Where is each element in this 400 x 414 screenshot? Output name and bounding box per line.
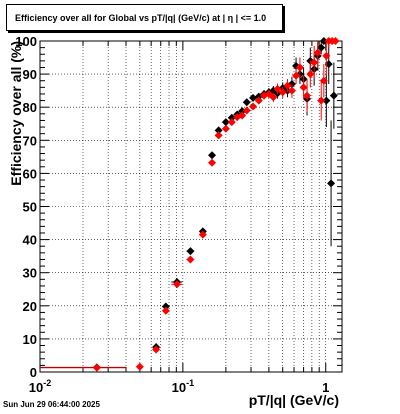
- data-point: [319, 76, 328, 85]
- data-point: [269, 93, 278, 102]
- data-point: [221, 124, 230, 133]
- data-series: [40, 37, 340, 372]
- series-red: [40, 37, 340, 372]
- y-tick-label: 20: [23, 299, 37, 314]
- data-point: [287, 86, 296, 95]
- series-black: [40, 37, 338, 372]
- chart-title-box: Efficiency over all for Global vs pT/|q|…: [6, 4, 283, 31]
- data-point: [322, 51, 331, 60]
- data-point: [249, 93, 258, 102]
- y-axis-title: Efficiency over all (%): [8, 41, 24, 186]
- data-point: [227, 113, 236, 122]
- y-tick-label: 80: [23, 100, 37, 115]
- data-point: [161, 306, 170, 315]
- data-point: [317, 96, 326, 105]
- data-point: [299, 83, 308, 92]
- data-point: [331, 37, 340, 45]
- data-point: [208, 158, 217, 167]
- y-tick-label: 0: [30, 365, 37, 380]
- y-tick-label: 70: [23, 133, 37, 148]
- data-point: [292, 71, 301, 80]
- y-tick-label: 10: [23, 332, 37, 347]
- data-point: [161, 302, 170, 311]
- data-point: [329, 91, 338, 100]
- data-point: [278, 88, 287, 97]
- axis-ticks: [39, 40, 342, 373]
- data-point: [242, 106, 251, 115]
- data-point: [227, 118, 236, 127]
- x-tick-label: 10-2: [29, 378, 51, 395]
- data-point: [306, 70, 315, 79]
- data-point: [327, 179, 336, 188]
- data-point: [173, 280, 182, 289]
- grid-lines: [40, 41, 342, 372]
- y-tick-labels: 0 10 20 30 40 50 60 70 80 90 100: [15, 34, 37, 380]
- chart-title: Efficiency over all for Global vs pT/|q|…: [15, 12, 267, 23]
- data-point: [295, 63, 304, 72]
- data-point: [254, 96, 263, 105]
- data-point: [319, 37, 328, 45]
- data-point: [214, 131, 223, 140]
- y-tick-label: 100: [15, 34, 37, 49]
- data-point: [283, 81, 292, 90]
- x-axis-title: pT/|q| (GeV/c): [249, 392, 339, 408]
- data-point: [273, 84, 282, 93]
- data-point: [238, 111, 247, 120]
- data-point: [317, 43, 326, 52]
- x-tick-label: 10-1: [172, 378, 194, 395]
- data-point: [322, 96, 331, 105]
- data-point: [186, 247, 195, 256]
- data-point: [249, 102, 258, 111]
- data-point: [92, 363, 101, 372]
- data-point: [313, 48, 322, 57]
- y-tick-label: 90: [23, 67, 37, 82]
- y-tick-label: 30: [23, 266, 37, 281]
- data-point: [208, 151, 217, 160]
- data-point: [221, 118, 230, 127]
- data-point: [310, 58, 319, 67]
- x-tick-labels: 10-2 10-1 1: [29, 378, 330, 395]
- data-point: [152, 345, 161, 354]
- date-stamp: Sun Jun 29 06:44:00 2025: [3, 400, 100, 409]
- data-point: [135, 362, 144, 371]
- y-tick-label: 40: [23, 233, 37, 248]
- y-tick-label: 50: [23, 200, 37, 215]
- x-tick-label: 1: [322, 380, 329, 395]
- data-point: [186, 255, 195, 264]
- y-tick-label: 60: [23, 166, 37, 181]
- data-point: [198, 230, 207, 239]
- data-point: [214, 126, 223, 135]
- data-point: [303, 91, 312, 100]
- data-point: [242, 98, 251, 107]
